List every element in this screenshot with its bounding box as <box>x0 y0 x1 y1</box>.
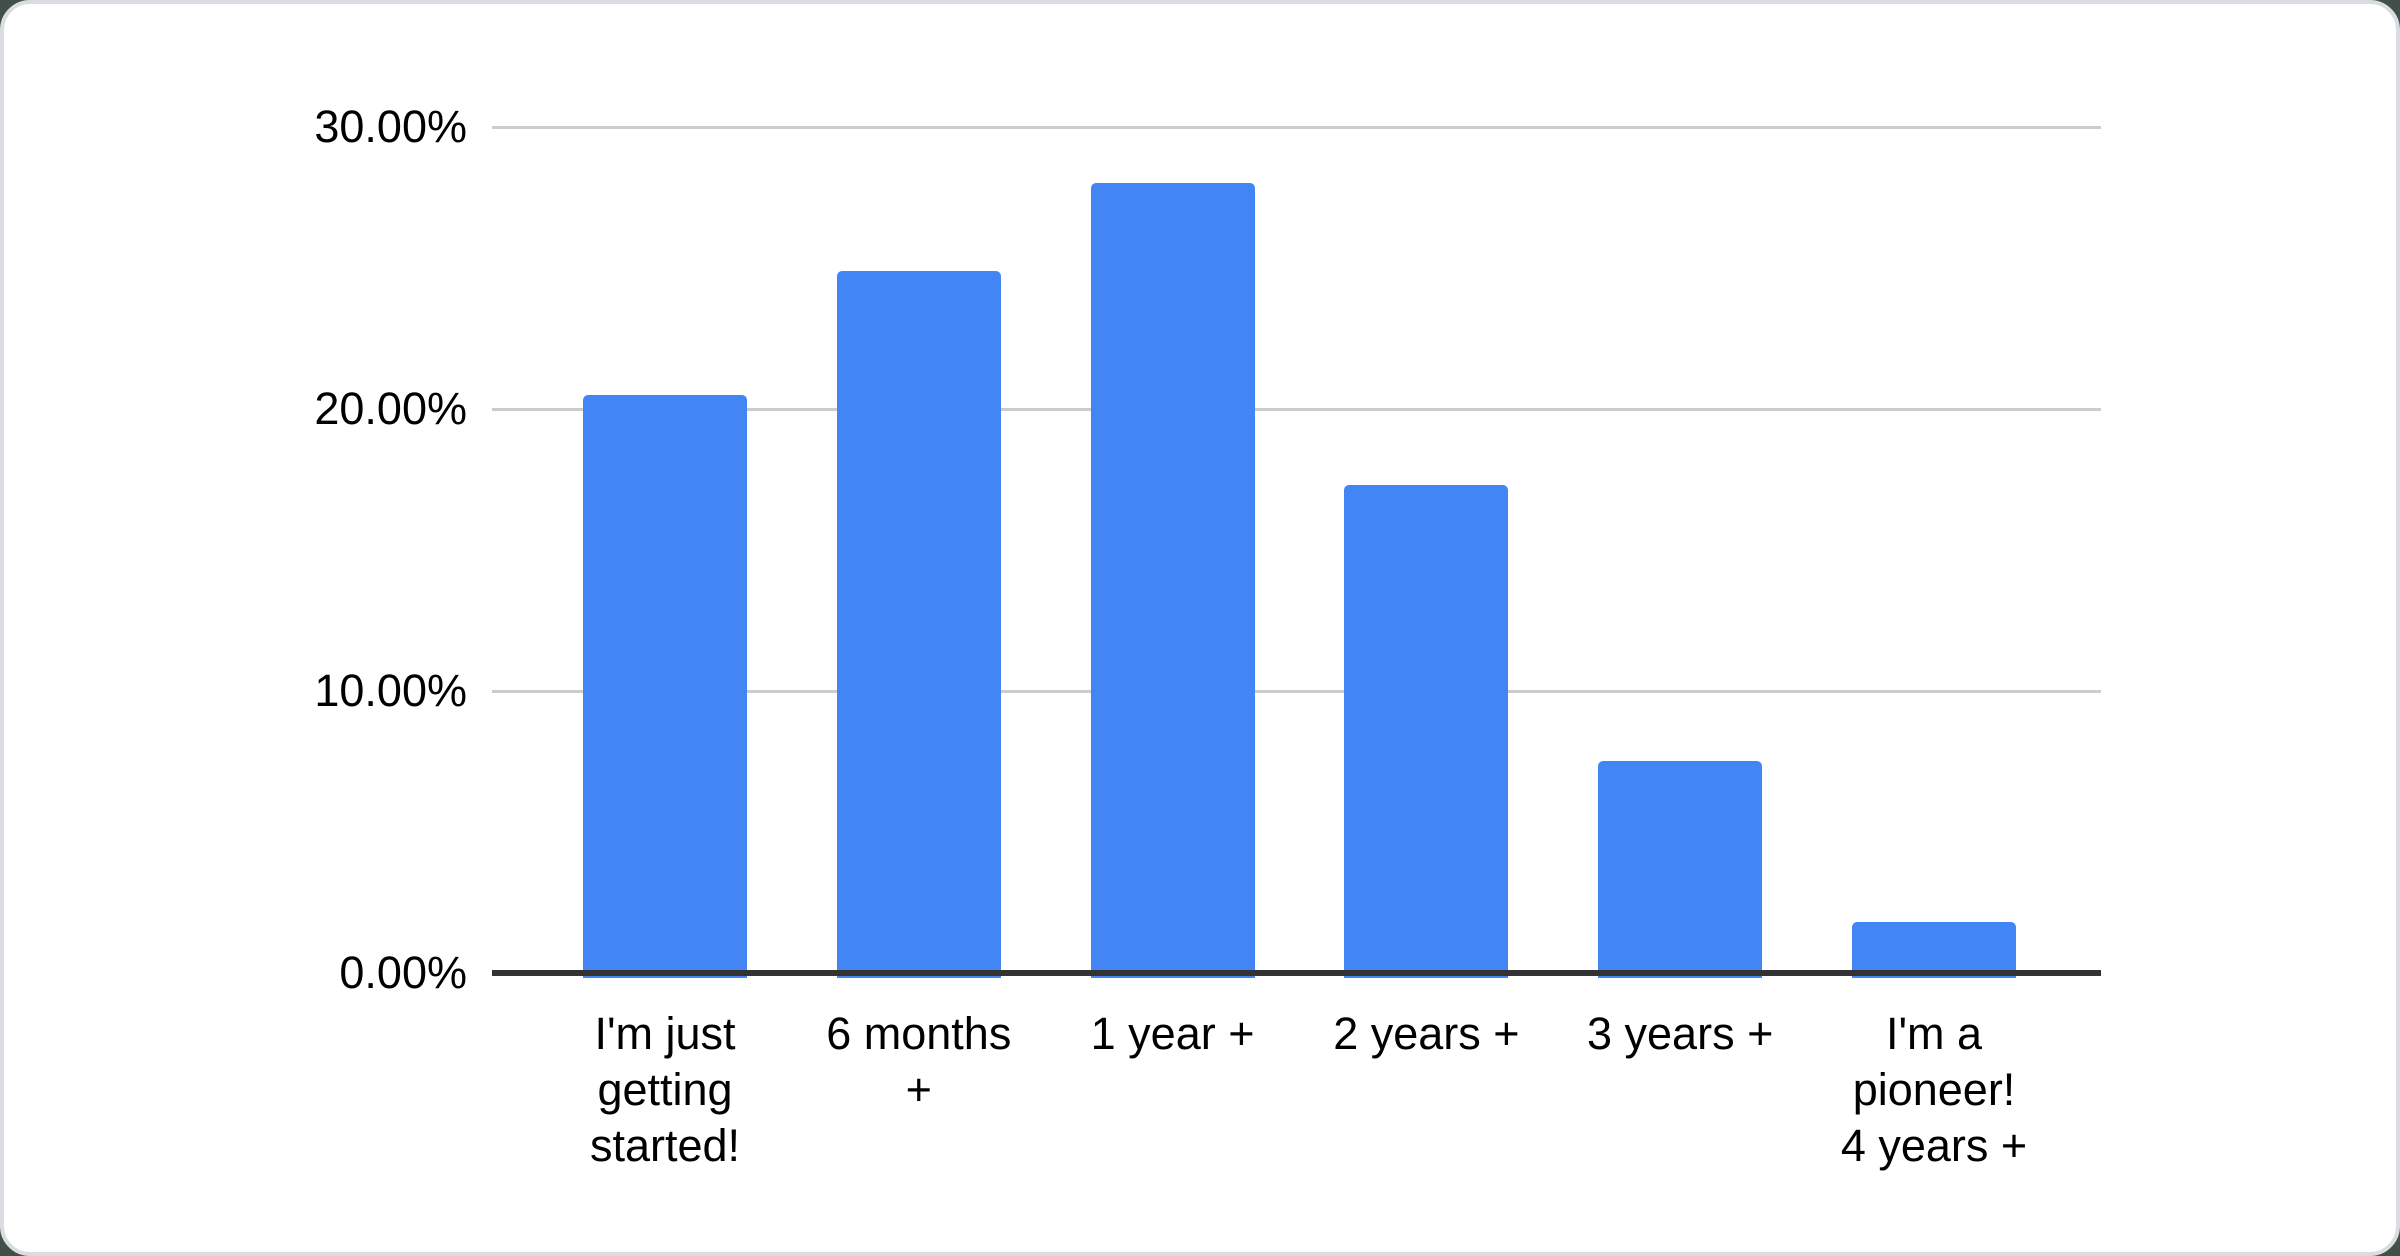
bar-chart: 30.00% 20.00% 10.00% 0.00% I'm just getting … <box>4 4 2396 1252</box>
x-tick-label: I'm just getting started! <box>589 1008 741 1171</box>
bar-3-years <box>1598 761 1763 978</box>
bar-6-months <box>836 271 1001 978</box>
x-tick-label: 6 months + <box>826 1008 1012 1115</box>
x-tick-label: 2 years + <box>1333 1008 1520 1059</box>
y-tick-label: 20.00% <box>314 383 467 434</box>
gridline-20 <box>492 408 2101 411</box>
x-tick-label: 3 years + <box>1587 1008 1774 1059</box>
y-tick-label: 30.00% <box>314 101 467 152</box>
gridline-30 <box>492 126 2101 129</box>
y-tick-label: 0.00% <box>339 947 467 998</box>
bar-i-m-just-getting-started <box>583 395 747 978</box>
bar-1-year <box>1090 183 1255 978</box>
y-tick-label: 10.00% <box>314 665 467 716</box>
x-axis-line <box>492 970 2101 976</box>
gridline-10 <box>492 690 2101 693</box>
bar-i-m-a-pioneer-4-years <box>1852 922 2016 978</box>
x-tick-label: 1 year + <box>1090 1008 1255 1059</box>
bar-2-years <box>1344 485 1509 978</box>
x-tick-label: I'm a pioneer! 4 years + <box>1840 1008 2028 1171</box>
